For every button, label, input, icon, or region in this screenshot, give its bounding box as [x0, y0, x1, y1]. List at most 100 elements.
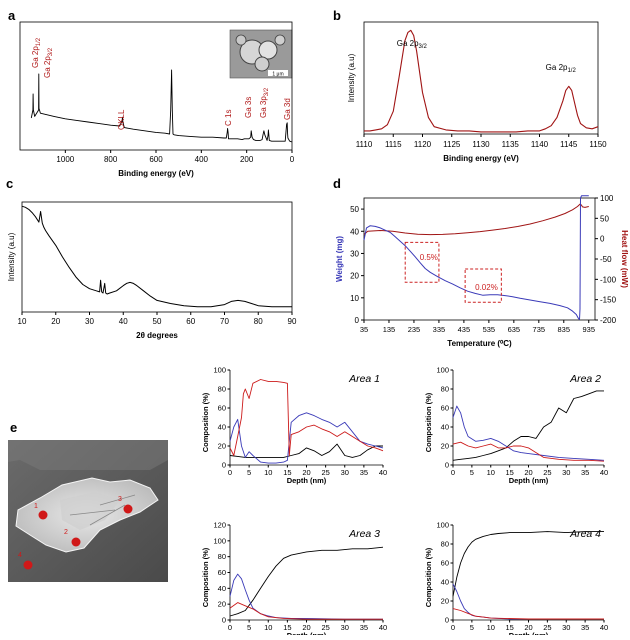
- x-tick-label: 30: [341, 623, 349, 632]
- x-axis-label-d: Temperature (⁰C): [447, 339, 512, 348]
- x-tick-label: 10: [264, 468, 272, 477]
- x-tick-label: 40: [379, 468, 387, 477]
- series-e-area4-1: [452, 583, 604, 620]
- x-tick-label: 0: [228, 623, 232, 632]
- x-tick-label: 25: [321, 468, 329, 477]
- series-e-area4-2: [452, 608, 604, 620]
- x-tick-label: 20: [302, 623, 310, 632]
- chart-title: Area 2: [569, 373, 601, 385]
- y-tick-label: 0: [445, 461, 449, 470]
- annotation-a: Ga 3d: [283, 98, 292, 120]
- y2-tick-label-d: -100: [600, 275, 617, 284]
- x-tick-label: 10: [487, 468, 495, 477]
- chart-e-area2: 0 5 10 15 20 25 30 35 40 0 20 40 60 80 100 Depth (nm) Co…: [424, 366, 608, 486]
- x-tick-label-a: 0: [290, 155, 295, 164]
- y-tick-label: 40: [218, 584, 226, 593]
- x-tick-label: 15: [505, 623, 513, 632]
- x-tick-label-b: 1110: [356, 140, 373, 149]
- y-axis-label-c: Intensity (a.u): [7, 232, 16, 281]
- series-e-area3-2: [229, 602, 383, 620]
- x-tick-label-a: 1000: [56, 155, 74, 164]
- x-tick-label: 30: [341, 468, 349, 477]
- panel-label-e: e: [10, 420, 17, 435]
- x-tick-label-d: 835: [558, 325, 571, 334]
- annotation-d: 0.5%: [420, 253, 438, 262]
- x-tick-label-c: 60: [186, 317, 195, 326]
- x-tick-label-d: 135: [383, 325, 396, 334]
- sem-marker-1: 1: [34, 503, 38, 510]
- y-tick-label: 100: [436, 521, 449, 530]
- x-tick-label-c: 70: [220, 317, 229, 326]
- series-c-xrd: [21, 205, 292, 308]
- x-tick-label-b: 1120: [414, 140, 432, 149]
- chart-c: 10 20 30 40 50 60 70 80 90 2θ degrees Intensity (a…: [7, 201, 297, 340]
- y-tick-label: 20: [218, 442, 226, 451]
- series-d-weight: [363, 195, 589, 321]
- x-tick-label: 5: [470, 468, 474, 477]
- y-tick-label-d: 50: [350, 205, 359, 214]
- y-tick-label: 100: [213, 536, 226, 545]
- y-axis-label-d: Weight (mg): [335, 236, 344, 282]
- x-tick-label-c: 90: [288, 317, 297, 326]
- series-e-area3-0: [229, 546, 384, 617]
- x-tick-label-b: 1140: [531, 140, 549, 149]
- x-tick-label: 0: [451, 623, 455, 632]
- x-tick-label-d: 535: [483, 325, 496, 334]
- y-tick-label: 60: [218, 568, 226, 577]
- series-e-area3-1: [229, 573, 383, 620]
- series-e-area1-2: [229, 379, 384, 456]
- x-tick-label-d: 635: [508, 325, 521, 334]
- x-tick-label: 35: [581, 468, 589, 477]
- x-tick-label: 40: [379, 623, 387, 632]
- x-tick-label: 15: [283, 468, 291, 477]
- y-tick-label: 60: [441, 559, 449, 568]
- x-tick-label-d: 435: [458, 325, 471, 334]
- x-axis-label-c: 2θ degrees: [136, 331, 178, 340]
- y-tick-label: 0: [222, 461, 226, 470]
- highlight-box-d: [404, 241, 440, 283]
- sem-marker-4-dot: [23, 560, 33, 570]
- x-axis-label-a: Binding energy (eV): [118, 169, 194, 178]
- y-tick-label: 60: [218, 404, 226, 413]
- sem-marker-4: 4: [18, 552, 22, 559]
- x-tick-label: 5: [470, 623, 474, 632]
- annotation-a: Ga 2p3/2: [43, 47, 54, 78]
- y-tick-label: 0: [222, 616, 226, 625]
- y2-tick-label-d: -200: [600, 316, 617, 325]
- y-tick-label: 80: [441, 385, 449, 394]
- y2-tick-label-d: 50: [600, 214, 609, 223]
- series-a-xps: [30, 69, 293, 143]
- sem-marker-1-dot: [38, 510, 48, 520]
- panel-label-b: b: [333, 8, 341, 23]
- x-tick-label: 0: [451, 468, 455, 477]
- y2-tick-label-d: -150: [600, 296, 617, 305]
- annotation-a: OKLL: [117, 109, 126, 130]
- x-tick-label-c: 80: [254, 317, 263, 326]
- chart-e-area3: 0 5 10 15 20 25 30 35 40 0 20 40 60 80 100 120 Depth (nm…: [201, 521, 387, 640]
- x-tick-label: 25: [543, 468, 551, 477]
- x-tick-label-c: 40: [119, 317, 128, 326]
- x-axis-label: Depth (nm): [509, 476, 549, 485]
- panel-label-c: c: [6, 176, 13, 191]
- y-tick-label: 40: [441, 423, 449, 432]
- x-axis-label: Depth (nm): [287, 631, 327, 635]
- sem-marker-3-dot: [123, 504, 133, 514]
- chart-title: Area 3: [348, 528, 380, 540]
- x-axis-label: Depth (nm): [509, 631, 549, 635]
- x-tick-label: 0: [228, 468, 232, 477]
- y-axis-label: Composition (%): [201, 392, 210, 452]
- x-tick-label: 10: [264, 623, 272, 632]
- y-tick-label: 20: [441, 597, 449, 606]
- annotation-a: Ga 2p1/2: [31, 37, 42, 68]
- y-tick-label-d: 10: [350, 294, 359, 303]
- sem-inset-a: 1 μm: [229, 29, 293, 79]
- y-tick-label-d: 30: [350, 249, 359, 258]
- x-tick-label-a: 200: [240, 155, 254, 164]
- x-tick-label-c: 50: [153, 317, 162, 326]
- annotation-b: Ga 2p1/2: [546, 63, 577, 74]
- x-tick-label: 20: [524, 468, 532, 477]
- y-tick-label: 100: [213, 366, 226, 375]
- chart-e-area4: 0 5 10 15 20 25 30 35 40 0 20 40 60 80 100 Depth (nm) Co…: [424, 521, 608, 640]
- x-tick-label: 35: [581, 623, 589, 632]
